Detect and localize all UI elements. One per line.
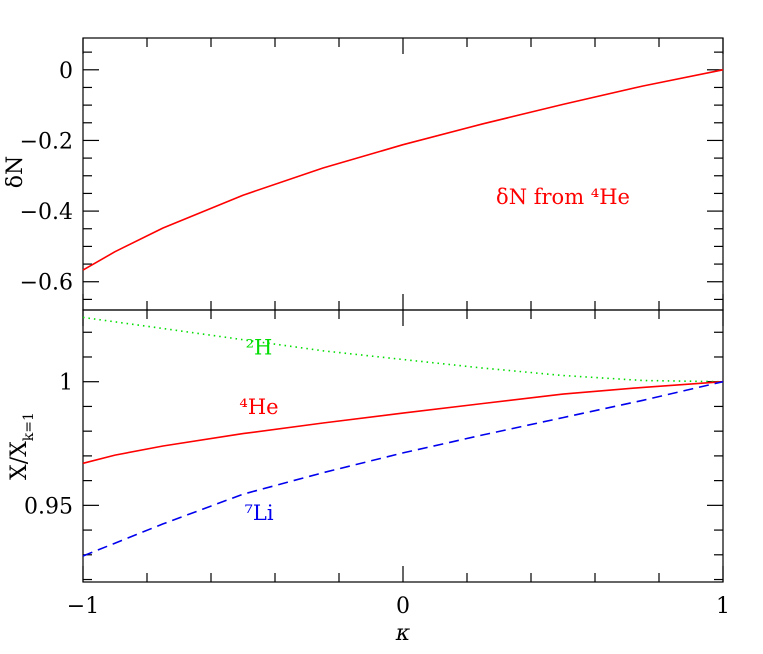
series-line <box>82 69 724 271</box>
y-tick-label: 0.95 <box>24 494 73 519</box>
top-y-ticks: 0 −0.2 −0.4 −0.6 <box>20 51 723 301</box>
bottom-x-ticks: −1 0 1 <box>67 310 730 619</box>
series-line <box>82 380 724 557</box>
bottom-ylabel-sub: k=1 <box>21 412 37 441</box>
bottom-panel: 10.95 −1 0 1 X/Xk=1 ²H ⁴He ⁷Li κ <box>7 309 730 646</box>
y-tick-label: −0.6 <box>20 271 73 296</box>
svg-text:X/Xk=1: X/Xk=1 <box>7 412 37 480</box>
y-tick-label: 0 <box>59 59 73 84</box>
annotation-7li: ⁷Li <box>244 501 273 525</box>
y-tick-label: −0.4 <box>20 200 73 225</box>
series-line <box>82 316 724 383</box>
top-panel: 0 −0.2 −0.4 −0.6 δN δN from ⁴He <box>3 37 724 311</box>
x-tick-label: −1 <box>67 594 99 619</box>
bottom-y-ticks: 10.95 <box>24 331 723 581</box>
bottom-ylabel-main: X/X <box>7 441 32 480</box>
bottom-panel-frame <box>82 309 724 583</box>
bottom-ylabel: X/Xk=1 <box>7 412 37 480</box>
top-ylabel: δN <box>3 156 28 189</box>
x-tick-label: 1 <box>716 594 730 619</box>
top-panel-frame <box>82 37 724 311</box>
y-tick-label: −0.2 <box>20 129 73 154</box>
top-annotation: δN from ⁴He <box>496 185 630 209</box>
series-line <box>82 380 724 465</box>
x-axis-label: κ <box>395 621 411 646</box>
y-tick-label: 1 <box>59 371 73 396</box>
top-series <box>82 69 724 271</box>
annotation-4he: ⁴He <box>239 395 278 419</box>
top-x-ticks <box>82 38 724 310</box>
x-tick-label: 0 <box>396 594 410 619</box>
annotation-2h: ²H <box>246 336 273 360</box>
bottom-series <box>82 316 724 557</box>
